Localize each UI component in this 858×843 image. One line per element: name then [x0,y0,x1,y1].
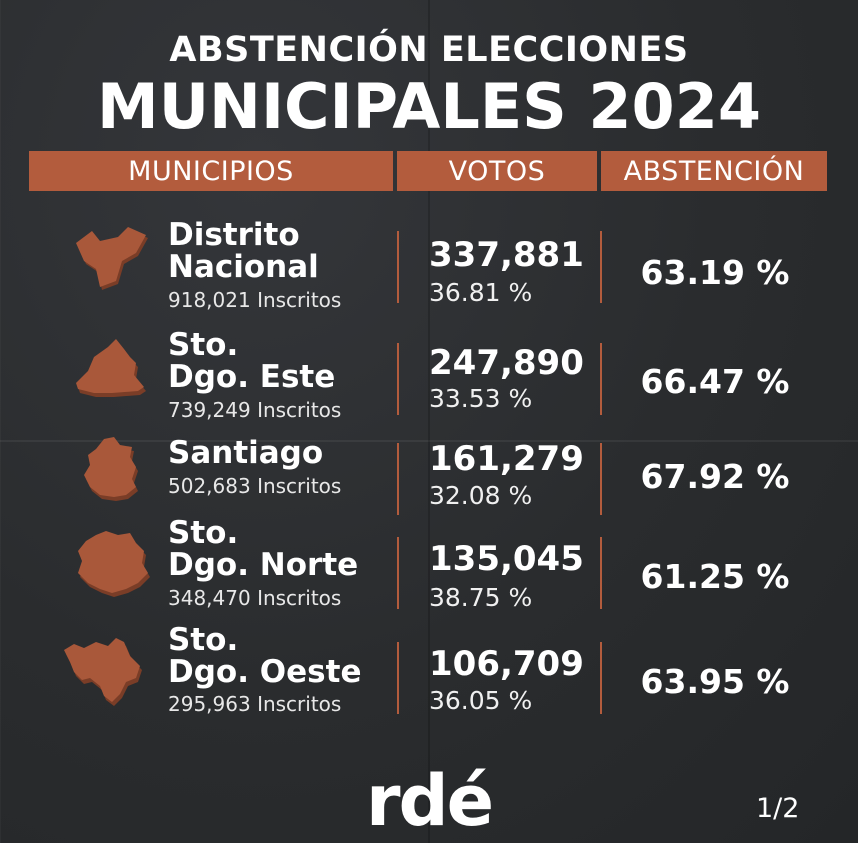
inscritos-count: 295,963 Inscritos [168,692,342,716]
header-votos: VOTOS [397,151,597,191]
column-divider [397,343,399,415]
page-indicator: 1/2 [756,793,800,824]
votos-count: 135,045 [429,539,584,579]
votos-percent: 38.75 % [429,583,533,612]
municipio-name: Distrito Nacional [168,217,319,285]
inscritos-count: 918,021 Inscritos [168,288,342,312]
santo-domingo-oeste-map-icon [64,638,142,706]
column-divider [600,343,602,415]
votos-count: 247,890 [429,343,584,383]
column-divider [397,642,399,714]
santiago-map-icon [84,437,138,501]
abstencion-percent: 61.25 % [640,557,790,596]
inscritos-count: 348,470 Inscritos [168,586,342,610]
paper-fold-horizontal [0,440,858,442]
votos-percent: 32.08 % [429,481,533,510]
column-divider [397,443,399,515]
inscritos-count: 502,683 Inscritos [168,474,342,498]
header-municipios: MUNICIPIOS [29,151,393,191]
votos-count: 161,279 [429,439,584,479]
abstencion-percent: 63.19 % [640,253,790,292]
column-divider [600,231,602,303]
column-divider [600,642,602,714]
abstencion-percent: 67.92 % [640,457,790,496]
abstencion-percent: 66.47 % [640,362,790,401]
votos-percent: 36.05 % [429,686,533,715]
title-line-2: MUNICIPALES 2024 [97,70,761,143]
header-abstencion: ABSTENCIÓN [601,151,827,191]
votos-count: 106,709 [429,644,584,684]
santo-domingo-este-map-icon [76,339,146,397]
municipio-name: Sto. Dgo. Este [168,327,336,395]
paper-fold-vertical [428,0,430,843]
municipio-name: Santiago [168,435,324,471]
rde-logo: rdé [365,760,494,842]
column-divider [600,537,602,609]
votos-percent: 36.81 % [429,278,533,307]
municipio-name: Sto. Dgo. Oeste [168,622,362,690]
column-divider [600,443,602,515]
santo-domingo-norte-map-icon [78,531,150,597]
municipio-name: Sto. Dgo. Norte [168,515,359,583]
column-divider [397,231,399,303]
title-line-1: ABSTENCIÓN ELECCIONES [169,30,689,70]
votos-percent: 33.53 % [429,384,533,413]
abstencion-percent: 63.95 % [640,662,790,701]
votos-count: 337,881 [429,235,584,275]
column-divider [397,537,399,609]
inscritos-count: 739,249 Inscritos [168,398,342,422]
distrito-nacional-map-icon [76,227,148,290]
